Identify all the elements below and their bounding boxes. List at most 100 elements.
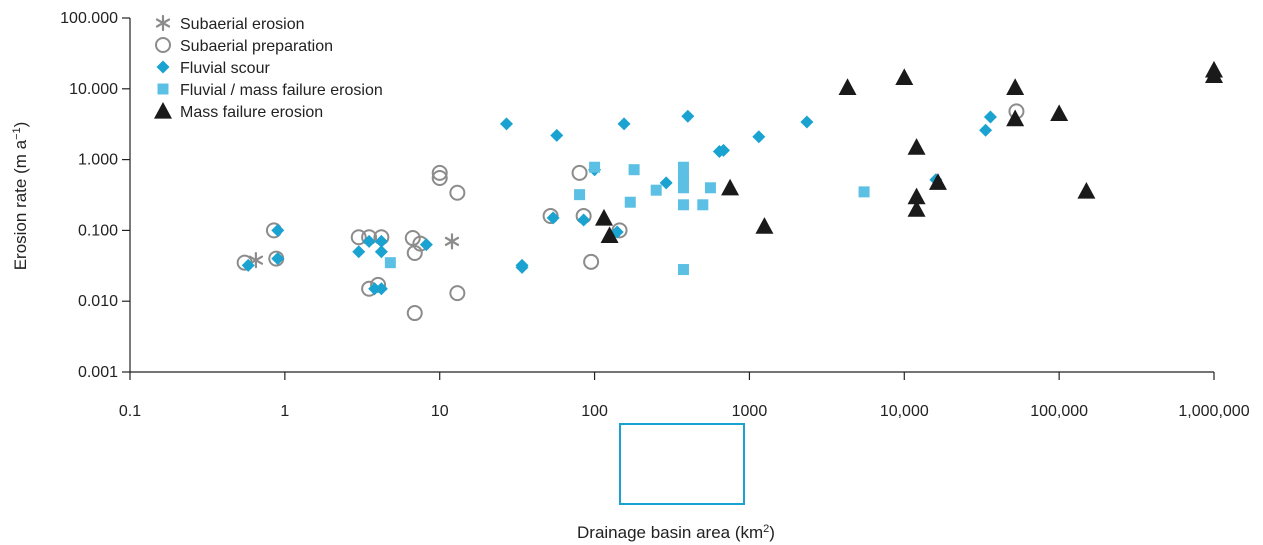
- data-point: [583, 253, 600, 270]
- y-tick-label: 10.000: [69, 81, 118, 98]
- y-tick-label: 0.010: [78, 293, 118, 310]
- x-tick-label: 10: [431, 403, 449, 420]
- data-point: [431, 164, 448, 181]
- data-point: [571, 164, 588, 181]
- data-point: [677, 199, 689, 211]
- data-point: [628, 164, 640, 176]
- y-tick-label: 100.000: [60, 10, 118, 27]
- data-points: [236, 60, 1223, 322]
- data-point: [650, 184, 662, 196]
- data-point: [449, 184, 466, 201]
- data-point: [449, 285, 466, 302]
- x-tick-label: 100,000: [1030, 403, 1088, 420]
- data-point: [721, 178, 740, 196]
- x-tick-label: 100: [581, 403, 608, 420]
- data-point: [419, 238, 433, 252]
- data-point: [752, 130, 766, 144]
- data-point: [895, 68, 914, 86]
- data-point: [1205, 66, 1223, 83]
- data-point: [362, 234, 376, 248]
- data-point: [574, 189, 586, 201]
- legend-marker: [157, 83, 169, 95]
- data-point: [406, 305, 423, 322]
- x-tick-label: 0.1: [119, 403, 141, 420]
- x-tick-label: 1: [280, 403, 289, 420]
- data-point: [681, 109, 695, 123]
- x-axis-title: Drainage basin area (km2): [577, 523, 775, 542]
- x-axis-title-sup: 2: [763, 523, 769, 535]
- data-point: [1077, 182, 1096, 199]
- legend-item: Mass failure erosion: [154, 102, 323, 121]
- x-tick-label: 1,000,000: [1178, 403, 1249, 420]
- data-point: [271, 223, 285, 237]
- series-subaerial-erosion: [248, 233, 460, 269]
- y-tick-label: 0.100: [78, 222, 118, 239]
- data-point: [431, 169, 448, 186]
- data-point: [659, 176, 673, 190]
- legend-marker: [155, 37, 171, 53]
- data-point: [907, 187, 926, 205]
- highlight-box: [619, 423, 745, 505]
- data-point: [1006, 78, 1025, 95]
- data-point: [858, 186, 870, 198]
- data-point: [617, 117, 631, 131]
- data-point: [384, 257, 396, 269]
- series-fluvial-mass-failure-erosion: [384, 161, 870, 276]
- data-point: [928, 173, 947, 190]
- y-tick-label: 0.001: [78, 364, 118, 381]
- data-point: [515, 260, 529, 274]
- data-point: [838, 78, 857, 95]
- data-point: [704, 182, 716, 194]
- legend-item: Subaerial preparation: [155, 37, 333, 55]
- data-point: [677, 264, 689, 276]
- data-point: [577, 213, 591, 227]
- data-point: [983, 110, 997, 124]
- data-point: [677, 169, 689, 181]
- legend-label: Subaerial preparation: [180, 38, 333, 55]
- x-tick-label: 1000: [732, 403, 768, 420]
- data-point: [697, 199, 709, 211]
- legend: Subaerial erosion Subaerial preparation Fl…: [154, 14, 383, 121]
- legend-label: Fluvial / mass failure erosion: [180, 82, 383, 99]
- y-axis-title-sup: −1: [11, 127, 23, 140]
- data-point: [271, 252, 285, 266]
- legend-marker: [155, 14, 171, 32]
- legend-item: Fluvial / mass failure erosion: [157, 82, 383, 99]
- legend-label: Mass failure erosion: [180, 104, 323, 121]
- legend-label: Subaerial erosion: [180, 16, 305, 33]
- axes: [129, 18, 1214, 373]
- y-ticks: 0.001 0.010 0.100 1.000 10.000 100.000: [60, 10, 130, 381]
- legend-marker: [154, 102, 172, 119]
- series-subaerial-preparation: [236, 103, 1025, 322]
- legend-item: Subaerial erosion: [155, 14, 305, 33]
- data-point: [546, 211, 560, 225]
- data-point: [755, 217, 774, 234]
- data-point: [979, 123, 993, 137]
- legend-label: Fluvial scour: [180, 60, 270, 77]
- data-point: [368, 282, 382, 296]
- data-point: [1006, 109, 1025, 127]
- data-point: [800, 115, 814, 129]
- data-point: [600, 226, 619, 244]
- y-axis-title: Erosion rate (m a−1): [11, 122, 30, 271]
- data-point: [624, 196, 636, 208]
- data-point: [500, 117, 514, 131]
- data-point: [374, 245, 388, 259]
- x-ticks: 0.1 1 10 100 1000 10,000 100,000 1,000,000: [119, 372, 1250, 420]
- data-point: [594, 208, 613, 226]
- data-point: [350, 229, 367, 246]
- y-tick-label: 1.000: [78, 152, 118, 169]
- data-point: [907, 138, 926, 155]
- data-point: [1050, 104, 1069, 122]
- data-point: [374, 282, 388, 296]
- legend-marker: [156, 60, 170, 74]
- data-point: [550, 128, 564, 142]
- data-point: [241, 258, 255, 272]
- data-point: [677, 161, 689, 173]
- data-point: [374, 234, 388, 248]
- series-mass-failure-erosion: [594, 60, 1223, 244]
- series-fluvial-scour: [241, 109, 997, 296]
- x-tick-label: 10,000: [880, 403, 929, 420]
- data-point: [907, 200, 926, 217]
